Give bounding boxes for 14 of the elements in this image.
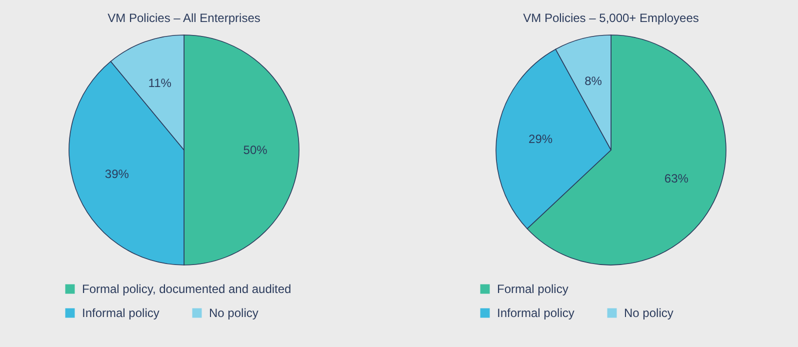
chart-title: VM Policies – 5,000+ Employees bbox=[523, 11, 699, 25]
legend-label: Formal policy, documented and audited bbox=[82, 282, 292, 296]
legend-label: No policy bbox=[624, 306, 674, 320]
data-label: 8% bbox=[584, 74, 602, 88]
data-label: 29% bbox=[528, 132, 553, 146]
legend-label: Informal policy bbox=[82, 306, 160, 320]
data-label: 63% bbox=[664, 171, 689, 186]
legend-label: Formal policy bbox=[497, 282, 568, 296]
legend-label: Informal policy bbox=[497, 306, 574, 320]
data-label: 50% bbox=[243, 143, 268, 157]
legend-label: No policy bbox=[209, 306, 258, 320]
chart-title: VM Policies – All Enterprises bbox=[108, 11, 260, 25]
data-label: 39% bbox=[104, 167, 130, 182]
data-label: 11% bbox=[148, 76, 172, 90]
